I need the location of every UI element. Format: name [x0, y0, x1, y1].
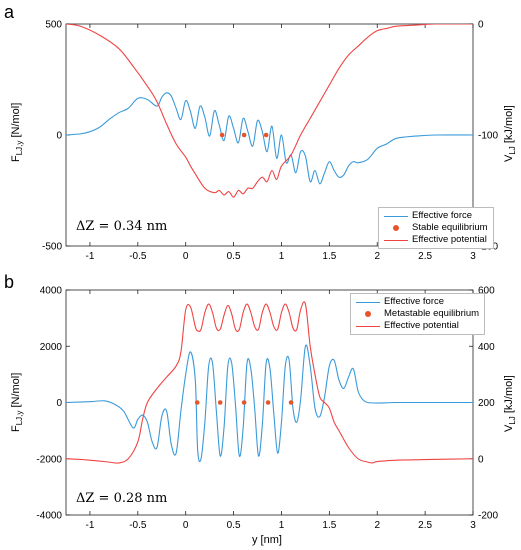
x-tick-label-a: -0.5	[129, 251, 147, 262]
x-tick-label-b: 2	[374, 520, 380, 531]
x-tick-label-a: 1.5	[322, 251, 336, 262]
annotation-delta-z-a: ΔZ = 0.34 nm	[76, 219, 168, 234]
y-label-left-a-sub: LJ,y	[15, 140, 25, 156]
equilibrium-point-a	[219, 132, 225, 138]
legend-b-entry-potential: Effective potential	[356, 320, 479, 332]
equilibrium-point-a	[241, 132, 247, 138]
y-label-right-b: VLJ [kJ/mol]	[503, 375, 517, 432]
legend-b-entry-equilibrium: Metastable equilibrium	[356, 308, 479, 320]
x-tick-label-a: 0.5	[227, 251, 241, 262]
x-tick-label-a: -1	[85, 251, 94, 262]
y-right-tick-label-a: -100	[478, 131, 498, 142]
x-tick-label-a: 2	[374, 251, 380, 262]
legend-swatch-equilibrium-b	[356, 308, 380, 320]
x-tick-label-b: 1	[279, 520, 285, 531]
y-label-right-b-sub: LJ	[508, 416, 518, 425]
y-label-right-b-unit: [kJ/mol]	[503, 375, 515, 417]
y-label-left-a-main: F	[10, 155, 22, 162]
y-label-left-a-unit: [N/mol]	[10, 102, 22, 141]
legend-swatch-force-b	[356, 296, 380, 308]
equilibrium-point-b	[288, 400, 294, 405]
y-left-tick-label-a: -500	[42, 242, 62, 253]
potential-line-a	[66, 24, 473, 198]
x-tick-label-a: 1	[279, 251, 285, 262]
legend-swatch-potential-a	[384, 234, 408, 246]
x-tick-label-a: 2.5	[418, 251, 432, 262]
legend-b-label-force: Effective force	[384, 296, 445, 307]
y-left-tick-label-b: 2000	[40, 342, 63, 353]
x-tick-label-b: -0.5	[129, 520, 147, 531]
y-right-tick-label-b: 400	[478, 342, 495, 353]
y-label-left-a: FLJ,y [N/mol]	[10, 103, 24, 162]
x-tick-label-b: -1	[85, 520, 94, 531]
y-label-left-b: FLJ,y [N/mol]	[10, 373, 24, 432]
equilibrium-point-a	[263, 132, 269, 138]
equilibrium-point-b	[194, 400, 200, 405]
y-label-left-b-main: F	[10, 425, 22, 432]
y-left-tick-label-b: -2000	[36, 454, 62, 465]
y-label-right-a-unit: [kJ/mol]	[503, 105, 515, 147]
panel-letter-a: a	[4, 2, 15, 22]
legend-swatch-potential-b	[356, 320, 380, 332]
y-left-tick-label-b: 0	[56, 398, 62, 409]
x-axis-label-b: y [nm]	[252, 534, 282, 546]
y-right-tick-label-b: 600	[478, 286, 495, 297]
x-tick-label-a: 0	[183, 251, 189, 262]
equilibrium-point-b	[241, 400, 247, 405]
y-left-tick-label-b: 4000	[40, 286, 63, 297]
force-line-a	[66, 92, 473, 185]
x-tick-label-b: 3	[470, 520, 476, 531]
potential-line-b	[66, 301, 473, 464]
legend-a-label-force: Effective force	[412, 210, 473, 221]
legend-a-label-potential: Effective potential	[412, 234, 487, 245]
y-label-right-b-main: V	[503, 424, 515, 432]
annotation-delta-z-b: ΔZ = 0.28 nm	[76, 491, 168, 506]
equilibrium-point-b	[217, 400, 223, 405]
force-line-b	[66, 344, 473, 463]
y-label-left-b-sub: LJ,y	[15, 410, 25, 426]
y-left-tick-label-a: 0	[56, 131, 62, 142]
panel-letter-b: b	[4, 272, 15, 292]
legend-b-label-equilibrium: Metastable equilibrium	[384, 308, 480, 319]
y-label-right-a: VLJ [kJ/mol]	[503, 105, 517, 162]
legend-b-entry-force: Effective force	[356, 296, 479, 308]
legend-swatch-equilibrium-a	[384, 222, 408, 234]
x-tick-label-b: 0	[183, 520, 189, 531]
equilibrium-point-b	[265, 400, 271, 405]
y-left-tick-label-a: 500	[45, 20, 62, 31]
x-tick-label-a: 3	[470, 251, 476, 262]
y-right-tick-label-b: 200	[478, 398, 495, 409]
legend-a: Effective force Stable equilibrium Effec…	[378, 207, 494, 249]
legend-a-label-equilibrium: Stable equilibrium	[412, 222, 488, 233]
legend-a-entry-force: Effective force	[384, 210, 488, 222]
y-label-right-a-sub: LJ	[508, 146, 518, 155]
legend-swatch-force-a	[384, 210, 408, 222]
x-tick-label-b: 2.5	[418, 520, 432, 531]
y-right-tick-label-b: -200	[478, 511, 498, 522]
y-left-tick-label-b: -4000	[36, 511, 62, 522]
y-right-tick-label-b: 0	[478, 454, 484, 465]
legend-b: Effective force Metastable equilibrium E…	[350, 293, 486, 335]
legend-a-entry-potential: Effective potential	[384, 234, 488, 246]
legend-a-entry-equilibrium: Stable equilibrium	[384, 222, 488, 234]
y-right-tick-label-a: 0	[478, 20, 484, 31]
legend-b-label-potential: Effective potential	[384, 320, 459, 331]
y-label-left-b-unit: [N/mol]	[10, 372, 22, 411]
y-label-right-a-main: V	[503, 154, 515, 162]
x-tick-label-b: 0.5	[227, 520, 241, 531]
x-tick-label-b: 1.5	[322, 520, 336, 531]
